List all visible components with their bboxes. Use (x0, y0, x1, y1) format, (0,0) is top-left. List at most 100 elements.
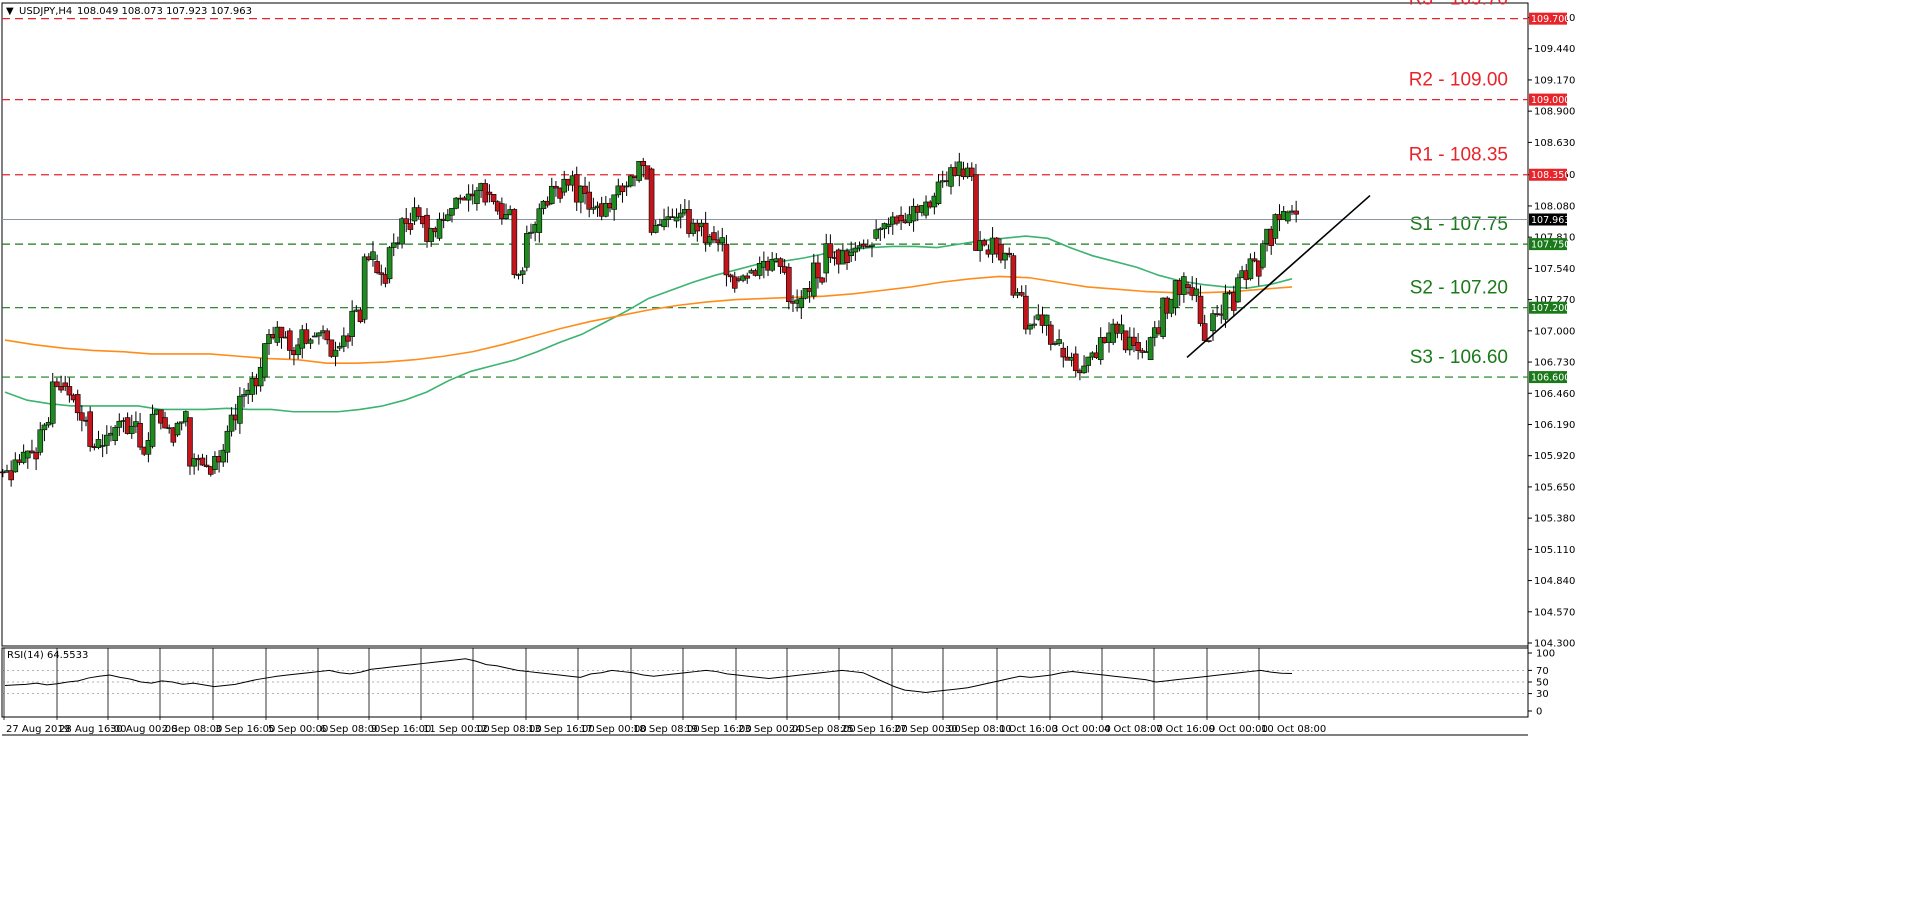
level-price-box (1529, 168, 1567, 181)
bearish-candle (8, 470, 14, 481)
price-tick-label: 108.080 (1534, 201, 1575, 212)
bullish-candle (390, 242, 397, 248)
bearish-candle (1135, 342, 1141, 351)
bullish-candle (178, 421, 185, 424)
level-price-box-label: 108.350 (1531, 170, 1570, 181)
bullish-candle (1272, 214, 1279, 239)
bullish-candle (1031, 323, 1037, 326)
level-label: S2 - 107.20 (1410, 278, 1508, 299)
bullish-candle (923, 201, 929, 216)
level-price-box (1529, 371, 1567, 384)
bearish-candle (324, 330, 331, 341)
bearish-candle (1255, 260, 1262, 277)
bullish-candle (877, 228, 884, 231)
bullish-candle (307, 339, 314, 344)
bullish-candle (603, 202, 609, 217)
bullish-candle (798, 297, 805, 309)
bullish-candle (528, 231, 534, 234)
bearish-candle (74, 394, 81, 414)
bearish-candle (415, 207, 422, 217)
bearish-candle (686, 209, 692, 234)
price-tick-label: 107.000 (1534, 326, 1575, 337)
bearish-candle (407, 223, 414, 230)
time-tick-label: 19 Sep 16:00 (685, 724, 752, 735)
bullish-candle (12, 459, 19, 473)
time-tick-label: 12 Sep 08:00 (475, 724, 542, 735)
time-tick-label: 13 Sep 16:00 (528, 724, 595, 735)
bullish-candle (453, 197, 459, 209)
price-tick-label: 105.110 (1534, 545, 1575, 556)
bullish-candle (611, 194, 617, 210)
bullish-candle (1085, 356, 1092, 366)
level-label: R1 - 108.35 (1409, 145, 1508, 166)
price-tick-label: 109.170 (1534, 75, 1575, 86)
dropdown-triangle-icon[interactable]: ▼ (6, 6, 14, 17)
trendline[interactable] (1186, 194, 1371, 359)
bearish-candle (162, 417, 168, 429)
bullish-candle (1147, 337, 1154, 361)
bullish-candle (445, 214, 451, 221)
time-tick-label: 23 Sep 00:00 (738, 724, 805, 735)
bullish-candle (45, 421, 52, 426)
bearish-candle (777, 258, 784, 267)
orange-moving-average-line (4, 275, 1293, 365)
bearish-candle (860, 243, 867, 247)
bearish-candle (378, 272, 385, 275)
bullish-candle (24, 450, 31, 459)
bullish-candle (228, 414, 235, 432)
level-price-box (1529, 301, 1567, 314)
level-price-box-label: 106.600 (1531, 373, 1570, 384)
bearish-candle (1201, 323, 1208, 341)
bearish-candle (731, 276, 738, 289)
bearish-candle (553, 185, 559, 189)
price-tick-label: 106.190 (1534, 420, 1575, 431)
candlestick-series (0, 152, 1299, 487)
bearish-candle (374, 261, 380, 274)
level-price-box (1529, 238, 1567, 251)
bearish-candle (981, 240, 988, 246)
bearish-candle (582, 185, 588, 194)
bullish-candle (128, 425, 135, 434)
bullish-candle (1118, 324, 1125, 334)
bullish-candle (349, 310, 355, 337)
ohlc-readout: 108.049 108.073 107.923 107.963 (77, 6, 252, 17)
price-tick-label: 105.920 (1534, 451, 1575, 462)
bearish-candle (1048, 324, 1054, 345)
bearish-candle (199, 457, 206, 466)
bearish-candle (827, 243, 834, 258)
bearish-candle (328, 339, 335, 357)
bullish-candle (436, 218, 443, 239)
bearish-candle (1251, 258, 1258, 262)
bearish-candle (1018, 292, 1025, 296)
bearish-candle (1072, 353, 1079, 372)
bearish-candle (640, 160, 647, 167)
bullish-candle (810, 262, 817, 297)
bearish-candle (648, 168, 655, 233)
time-tick-label: 17 Sep 00:00 (580, 724, 647, 735)
bullish-candle (336, 346, 343, 349)
bullish-candle (848, 251, 854, 256)
bullish-candle (756, 263, 763, 276)
price-tick-label: 108.630 (1534, 138, 1575, 149)
bullish-candle (386, 247, 393, 280)
bullish-candle (561, 178, 568, 193)
bullish-candle (977, 240, 983, 251)
time-tick-label: 30 Sep 08:00 (945, 724, 1012, 735)
bullish-candle (149, 413, 156, 447)
bullish-candle (266, 334, 272, 344)
bullish-candle (37, 429, 44, 453)
bullish-candle (885, 223, 892, 228)
bullish-candle (295, 344, 301, 356)
bullish-candle (1235, 277, 1241, 303)
bearish-candle (557, 187, 563, 199)
bearish-candle (1006, 252, 1013, 256)
bearish-candle (711, 232, 717, 241)
ascending-trendline (1186, 194, 1371, 359)
bearish-candle (54, 381, 60, 387)
moving-averages (4, 235, 1293, 413)
bullish-candle (823, 243, 830, 274)
bullish-candle (1056, 339, 1062, 344)
bearish-candle (865, 245, 871, 248)
